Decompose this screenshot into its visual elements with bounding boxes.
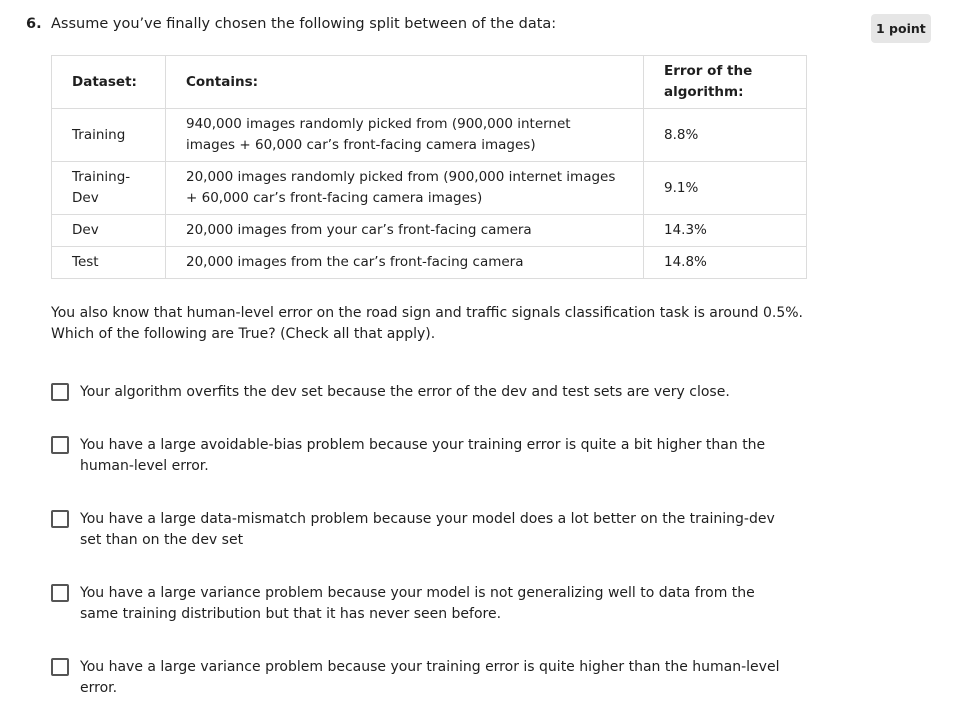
table-row: Test 20,000 images from the car’s front-… [51, 246, 807, 279]
cell-contains: 940,000 images randomly picked from (900… [165, 108, 644, 162]
cell-contains: 20,000 images from the car’s front-facin… [165, 246, 644, 279]
cell-error: 8.8% [643, 108, 807, 162]
cell-error: 9.1% [643, 161, 807, 215]
table-row: Training-Dev 20,000 images randomly pick… [51, 161, 807, 215]
checkbox[interactable] [51, 510, 69, 528]
answer-option-3[interactable]: You have a large data-mismatch problem b… [51, 509, 785, 551]
cell-dataset: Dev [51, 214, 166, 247]
question-prompt: Assume you’ve finally chosen the followi… [51, 16, 557, 32]
cell-dataset: Training-Dev [51, 161, 166, 215]
answer-option-1[interactable]: Your algorithm overfits the dev set beca… [51, 382, 785, 403]
column-header-contains: Contains: [165, 55, 644, 109]
cell-dataset: Test [51, 246, 166, 279]
answer-option-label: You have a large avoidable-bias problem … [80, 437, 766, 474]
table-header-row: Dataset: Contains: Error of the algorith… [51, 55, 807, 109]
cell-dataset: Training [51, 108, 166, 162]
column-header-error: Error of the algorithm: [643, 55, 807, 109]
answer-option-label: You have a large variance problem becaus… [80, 585, 755, 622]
answer-option-label: You have a large variance problem becaus… [80, 659, 780, 696]
data-split-table: Dataset: Contains: Error of the algorith… [51, 55, 807, 279]
checkbox[interactable] [51, 383, 69, 401]
checkbox[interactable] [51, 584, 69, 602]
cell-contains: 20,000 images randomly picked from (900,… [165, 161, 644, 215]
column-header-dataset: Dataset: [51, 55, 166, 109]
cell-error: 14.3% [643, 214, 807, 247]
cell-contains: 20,000 images from your car’s front-faci… [165, 214, 644, 247]
answer-option-4[interactable]: You have a large variance problem becaus… [51, 583, 785, 625]
table-row: Training 940,000 images randomly picked … [51, 108, 807, 162]
answer-option-label: Your algorithm overfits the dev set beca… [80, 384, 730, 400]
question-number: 6. [26, 16, 42, 32]
table-row: Dev 20,000 images from your car’s front-… [51, 214, 807, 247]
question-context: You also know that human-level error on … [51, 305, 804, 342]
points-badge: 1 point [871, 14, 931, 43]
checkbox[interactable] [51, 658, 69, 676]
answer-option-5[interactable]: You have a large variance problem becaus… [51, 657, 785, 699]
cell-error: 14.8% [643, 246, 807, 279]
answer-option-label: You have a large data-mismatch problem b… [80, 511, 775, 548]
checkbox[interactable] [51, 436, 69, 454]
answer-option-2[interactable]: You have a large avoidable-bias problem … [51, 435, 785, 477]
